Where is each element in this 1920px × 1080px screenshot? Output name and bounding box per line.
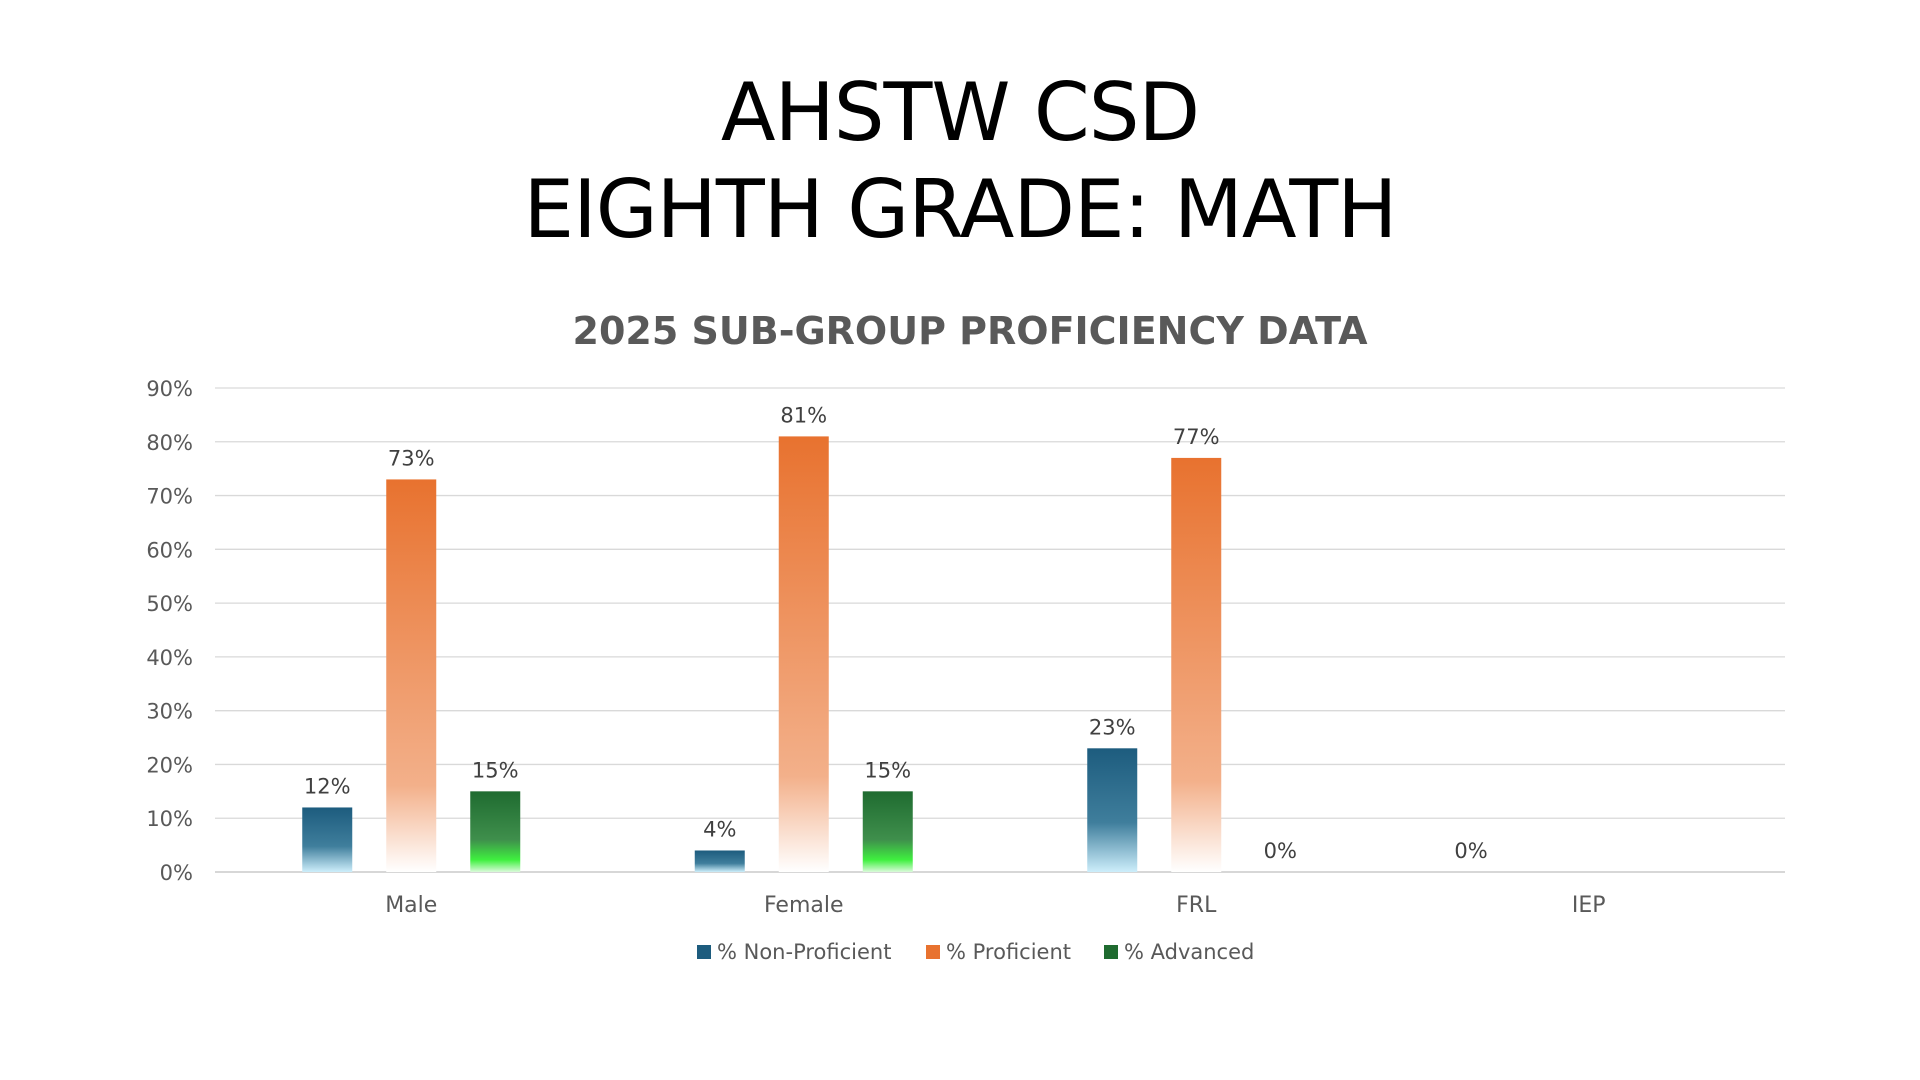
legend-label: % Proficient	[946, 940, 1071, 964]
bar-proficient-male	[386, 479, 437, 872]
data-label: 12%	[304, 774, 351, 798]
data-label: 77%	[1173, 425, 1220, 449]
bar-advanced-female	[862, 791, 913, 872]
y-tick-label: 90%	[146, 377, 193, 401]
legend-swatch	[1104, 945, 1118, 959]
slide-title-line-1: AHSTW CSD	[720, 66, 1200, 159]
legend-item: % Advanced	[1104, 940, 1254, 964]
legend: % Non-Proficient % Proficient % Advanced	[697, 940, 1254, 964]
y-tick-label: 70%	[146, 485, 193, 509]
legend-label: % Non-Proficient	[717, 940, 891, 964]
y-axis: 0% 10% 20% 30% 40% 50% 60% 70% 80% 90%	[146, 377, 193, 885]
bar-proficient-female	[778, 436, 829, 872]
y-tick-label: 80%	[146, 431, 193, 455]
data-label: 4%	[703, 817, 736, 841]
y-tick-label: 30%	[146, 700, 193, 724]
data-label: 73%	[388, 446, 435, 470]
data-label: 15%	[864, 758, 911, 782]
slide-title: AHSTW CSD EIGHTH GRADE: MATH	[0, 64, 1920, 258]
y-tick-label: 10%	[146, 807, 193, 831]
y-tick-label: 40%	[146, 646, 193, 670]
legend-swatch	[926, 945, 940, 959]
chart-title: 2025 SUB-GROUP PROFICIENCY DATA	[573, 309, 1369, 353]
x-tick-label: IEP	[1572, 893, 1606, 918]
data-labels: 12% 73% 15% 4% 81% 15% 23% 77% 0% 0%	[304, 403, 1488, 863]
x-tick-label: FRL	[1176, 893, 1217, 918]
y-tick-label: 50%	[146, 592, 193, 616]
x-axis: Male Female FRL IEP	[385, 893, 1605, 918]
bar-non-proficient-frl	[1087, 748, 1138, 872]
legend-item: % Non-Proficient	[697, 940, 891, 964]
data-label: 23%	[1089, 715, 1136, 739]
bars	[302, 436, 1222, 872]
x-tick-label: Female	[764, 893, 844, 918]
legend-item: % Proficient	[926, 940, 1071, 964]
x-tick-label: Male	[385, 893, 437, 918]
legend-swatch	[697, 945, 711, 959]
bar-advanced-male	[470, 791, 521, 872]
data-label: 15%	[472, 758, 519, 782]
bar-proficient-frl	[1171, 457, 1222, 872]
slide-title-line-2: EIGHTH GRADE: MATH	[523, 163, 1398, 256]
gridlines	[215, 387, 1785, 873]
y-tick-label: 0%	[160, 861, 193, 885]
bar-non-proficient-female	[694, 850, 745, 872]
bar-non-proficient-male	[302, 807, 353, 872]
data-label: 81%	[780, 403, 827, 427]
data-label: 0%	[1454, 839, 1487, 863]
y-tick-label: 20%	[146, 753, 193, 777]
legend-label: % Advanced	[1124, 940, 1254, 964]
y-tick-label: 60%	[146, 538, 193, 562]
data-label: 0%	[1264, 839, 1297, 863]
